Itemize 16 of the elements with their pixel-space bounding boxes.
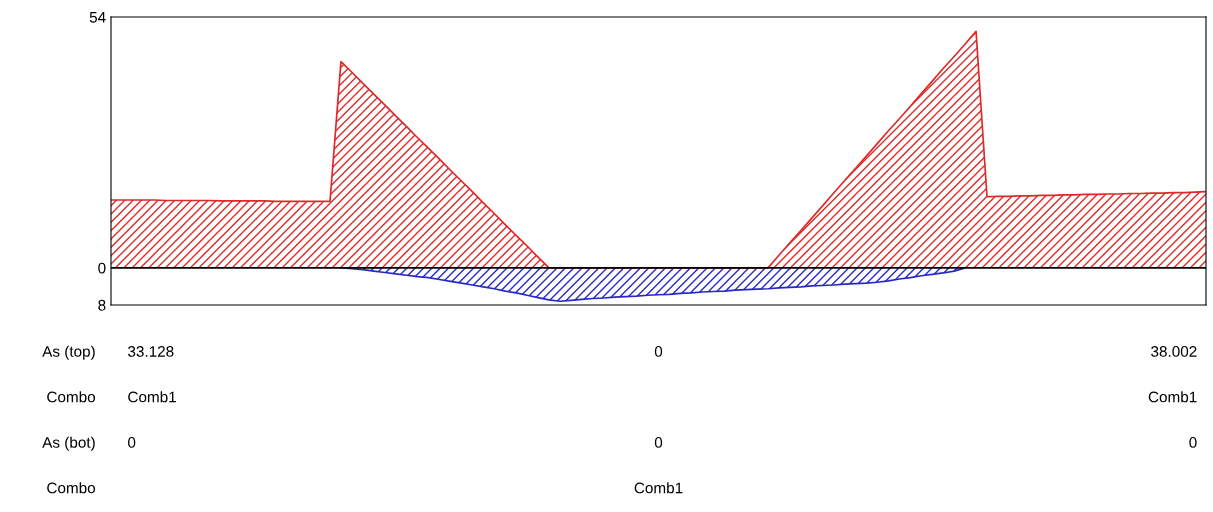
text: 0 — [128, 437, 136, 448]
y-tick-label: 54 — [89, 12, 106, 23]
text: Comb1 — [634, 482, 683, 494]
text: 0 — [654, 437, 663, 448]
y-tick-label: 0 — [98, 262, 106, 274]
category-label: Combo — [47, 482, 96, 494]
text: 38.002 — [1151, 346, 1197, 357]
text: 0 — [1189, 437, 1197, 448]
category-label: Combo — [47, 391, 96, 403]
text: Comb1 — [1148, 391, 1197, 403]
text: 33.128 — [128, 346, 174, 357]
text: Comb1 — [128, 391, 176, 403]
text: 0 — [654, 346, 663, 357]
category-label: As (bot) — [42, 436, 95, 451]
category-label: As (top) — [42, 345, 95, 360]
y-tick-label: 8 — [98, 299, 106, 311]
